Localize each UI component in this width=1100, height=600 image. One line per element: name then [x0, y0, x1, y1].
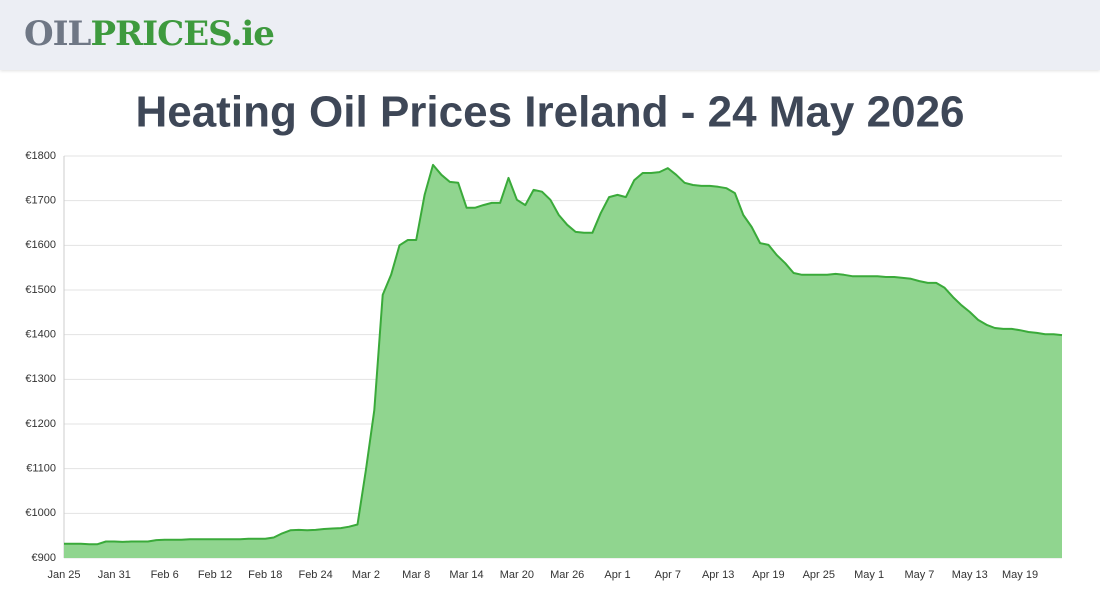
y-tick-label: €900: [32, 552, 56, 564]
line: [64, 163, 1063, 546]
x-tick-label: Mar 20: [500, 569, 534, 581]
x-tick-label: Feb 18: [248, 569, 282, 581]
y-tick-label: €1800: [25, 150, 56, 162]
y-tick-label: €1400: [25, 329, 56, 341]
area: [64, 164, 1062, 558]
y-tick-label: €1600: [25, 239, 56, 251]
x-tick-label: Mar 26: [550, 569, 584, 581]
x-tick-label: Jan 31: [98, 569, 131, 581]
x-tick-label: Feb 24: [298, 569, 332, 581]
x-tick-label: Apr 19: [752, 569, 784, 581]
x-tick-label: May 7: [904, 569, 934, 581]
y-tick-label: €1100: [26, 463, 56, 475]
x-tick-label: Mar 14: [449, 569, 483, 581]
logo[interactable]: OILPRICES.ie: [24, 14, 275, 54]
chart: Heating Oil Prices Ireland - 24 May 2026…: [25, 88, 1063, 581]
logo-part: OIL: [24, 14, 91, 54]
logo-part: PRICES.ie: [90, 14, 274, 54]
x-tick-label: Apr 25: [803, 569, 835, 581]
x-tick-label: Feb 12: [198, 569, 232, 581]
header: OILPRICES.ie: [0, 0, 1100, 70]
y-tick-label: €1300: [25, 373, 56, 385]
x-tick-label: Jan 25: [47, 569, 80, 581]
x-tick-label: Mar 8: [402, 569, 430, 581]
x-tick-label: May 19: [1002, 569, 1038, 581]
x-tick-label: Apr 1: [604, 569, 630, 581]
y-tick-label: €1000: [25, 507, 56, 519]
x-tick-label: May 13: [952, 569, 988, 581]
chart-title: Heating Oil Prices Ireland - 24 May 2026: [135, 88, 964, 137]
x-tick-label: Feb 6: [151, 569, 179, 581]
y-tick-label: €1700: [25, 195, 56, 207]
x-tick-label: Apr 7: [655, 569, 681, 581]
x-tick-label: Apr 13: [702, 569, 734, 581]
y-tick-label: €1200: [25, 418, 56, 430]
x-tick-label: Mar 2: [352, 569, 380, 581]
x-tick-label: May 1: [854, 569, 884, 581]
y-tick-label: €1500: [25, 284, 56, 296]
